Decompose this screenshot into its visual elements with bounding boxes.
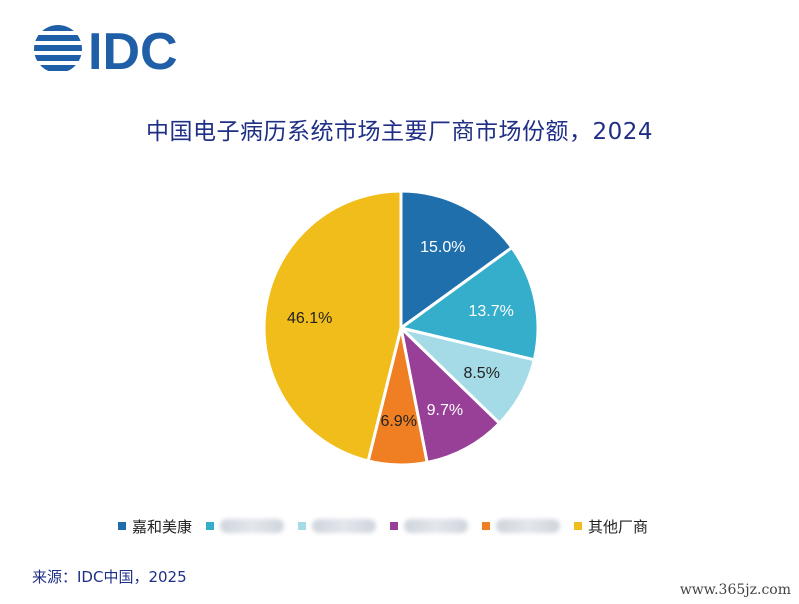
logo-text: IDC	[88, 23, 178, 80]
legend-item-1	[206, 519, 285, 533]
slice-label-5: 46.1%	[287, 310, 332, 327]
legend-item-3	[390, 519, 469, 533]
legend-label-5: 其他厂商	[588, 517, 649, 536]
legend-label-0: 嘉和美康	[132, 517, 193, 536]
chart-title: 中国电子病历系统市场主要厂商市场份额，2024	[145, 119, 654, 145]
watermark: www.365jz.com	[679, 582, 791, 598]
legend-item-5: 其他厂商	[574, 516, 648, 537]
pie-slice-3	[399, 326, 501, 464]
legend-swatch-3	[390, 522, 399, 530]
globe-icon	[34, 25, 82, 71]
pie-slice-0	[399, 189, 514, 330]
legend-item-2	[298, 519, 377, 533]
legend-swatch-0	[118, 522, 126, 530]
legend-swatch-1	[206, 522, 215, 530]
pie-slice-5	[262, 189, 403, 463]
idc-logo: IDC	[34, 23, 178, 80]
slice-label-2: 8.5%	[463, 365, 499, 382]
legend-item-0: 嘉和美康	[118, 516, 192, 537]
pie-slice-1	[399, 246, 540, 362]
legend-item-4	[482, 519, 561, 533]
slice-label-4: 6.9%	[380, 413, 416, 430]
legend-label-redacted-4	[496, 519, 561, 533]
source-note: 来源：IDC中国，2025	[32, 568, 187, 586]
slice-label-0: 15.0%	[420, 239, 465, 256]
slice-label-3: 9.7%	[427, 402, 463, 419]
legend-swatch-5	[574, 522, 583, 530]
legend-swatch-4	[482, 522, 491, 530]
slice-label-1: 13.7%	[469, 303, 514, 320]
legend-label-redacted-3	[404, 519, 469, 533]
chart-legend: 嘉和美康 其他厂商	[118, 514, 662, 538]
legend-label-redacted-1	[220, 519, 285, 533]
legend-label-redacted-2	[312, 519, 377, 533]
legend-swatch-2	[298, 522, 307, 530]
